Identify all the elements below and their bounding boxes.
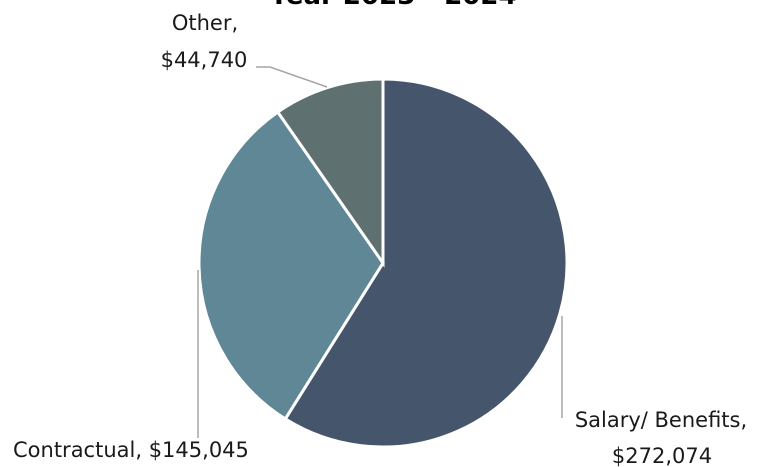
data-label-other-value: $44,740 <box>161 48 248 72</box>
data-label-salary-name: Salary/ Benefits, <box>575 408 747 432</box>
chart-title: Year 2023 - 2024 <box>268 0 516 11</box>
pie-slice-salary-benefits <box>283 77 569 449</box>
pie-slices <box>197 77 569 449</box>
pie-slice-contractual <box>197 109 385 421</box>
pie-slice-other <box>275 77 385 268</box>
leader-line-other <box>256 66 328 88</box>
data-label-salary-value: $272,074 <box>612 444 712 467</box>
data-label-contractual: Contractual, $145,045 <box>13 438 249 462</box>
data-label-other-name: Other, <box>172 11 238 35</box>
